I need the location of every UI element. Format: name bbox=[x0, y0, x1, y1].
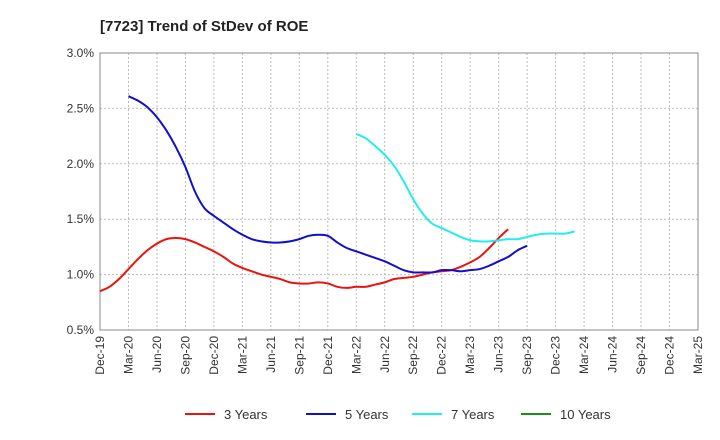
legend-label: 7 Years bbox=[451, 407, 495, 422]
x-tick-label: Dec-24 bbox=[663, 336, 677, 375]
x-tick-label: Dec-20 bbox=[207, 336, 221, 375]
x-tick-label: Mar-25 bbox=[691, 336, 705, 374]
y-tick-label: 1.5% bbox=[67, 212, 95, 226]
x-tick-label: Dec-22 bbox=[435, 336, 449, 375]
y-tick-label: 2.5% bbox=[67, 101, 95, 115]
x-tick-label: Sep-23 bbox=[520, 336, 534, 375]
x-tick-label: Jun-23 bbox=[492, 336, 506, 373]
legend: 3 Years 5 Years 7 Years 10 Years bbox=[185, 407, 611, 422]
x-tick-label: Sep-21 bbox=[292, 336, 306, 375]
y-axis-tick-labels: 3.0% 2.5% 2.0% 1.5% 1.0% 0.5% bbox=[67, 46, 95, 337]
x-tick-label: Jun-24 bbox=[606, 336, 620, 373]
y-tick-label: 2.0% bbox=[67, 157, 95, 171]
x-tick-label: Jun-21 bbox=[264, 336, 278, 373]
x-tick-label: Dec-23 bbox=[549, 336, 563, 375]
series-line-5-years bbox=[128, 95, 528, 274]
gridlines bbox=[99, 52, 699, 331]
y-tick-label: 3.0% bbox=[67, 46, 95, 60]
series-line-7-years bbox=[355, 132, 575, 243]
x-tick-label: Mar-24 bbox=[577, 336, 591, 374]
y-tick-label: 1.0% bbox=[67, 268, 95, 282]
x-tick-label: Sep-24 bbox=[634, 336, 648, 375]
chart-title: [7723] Trend of StDev of ROE bbox=[100, 18, 308, 35]
plot-area-frame bbox=[99, 52, 699, 331]
x-axis-tick-labels: Dec-19 Mar-20 Jun-20 Sep-20 Dec-20 Mar-21 Jun-… bbox=[93, 336, 705, 375]
x-tick-label: Mar-22 bbox=[349, 336, 363, 374]
legend-label: 10 Years bbox=[560, 407, 611, 422]
x-tick-label: Jun-22 bbox=[378, 336, 392, 373]
y-tick-label: 0.5% bbox=[67, 323, 95, 337]
legend-label: 5 Years bbox=[345, 407, 389, 422]
x-tick-label: Sep-22 bbox=[406, 336, 420, 375]
series-line-3-years bbox=[99, 228, 509, 293]
x-tick-label: Jun-20 bbox=[150, 336, 164, 373]
x-tick-label: Dec-19 bbox=[93, 336, 107, 375]
series-lines bbox=[99, 95, 575, 293]
x-tick-label: Dec-21 bbox=[321, 336, 335, 375]
x-tick-label: Mar-20 bbox=[121, 336, 135, 374]
legend-label: 3 Years bbox=[224, 407, 268, 422]
x-tick-label: Mar-21 bbox=[235, 336, 249, 374]
x-tick-label: Sep-20 bbox=[178, 336, 192, 375]
x-tick-label: Mar-23 bbox=[463, 336, 477, 374]
